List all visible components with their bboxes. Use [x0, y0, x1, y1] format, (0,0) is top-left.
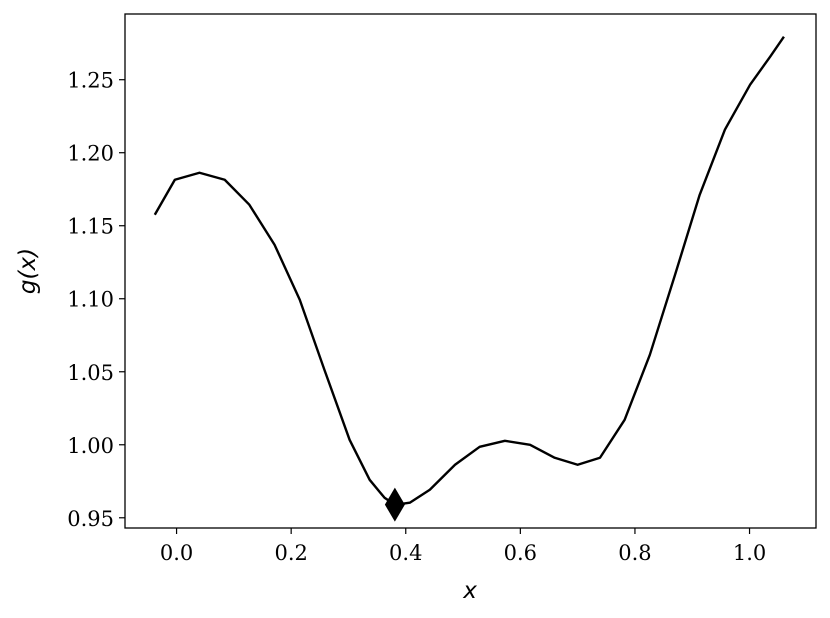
x-axis-label: x — [462, 578, 477, 604]
y-tick-label: 1.05 — [67, 361, 114, 385]
x-tick-label: 0.0 — [160, 541, 193, 565]
line — [153, 35, 785, 506]
x-tick-label: 0.6 — [504, 541, 537, 565]
plot-frame — [124, 13, 817, 529]
x-tick-label: 1.0 — [733, 541, 766, 565]
y-tick-label: 1.10 — [67, 288, 114, 312]
y-tick-label: 1.00 — [67, 434, 114, 458]
x-tick-label: 0.2 — [274, 541, 307, 565]
y-tick-label: 1.20 — [67, 142, 114, 166]
x-tick-label: 0.8 — [618, 541, 651, 565]
y-axis-label: g(x) — [15, 248, 41, 294]
y-tick-label: 1.25 — [67, 69, 114, 93]
x-tick-label: 0.4 — [389, 541, 422, 565]
y-tick-label: 0.95 — [67, 507, 114, 531]
min-marker — [384, 487, 405, 522]
y-tick-label: 1.15 — [67, 215, 114, 239]
